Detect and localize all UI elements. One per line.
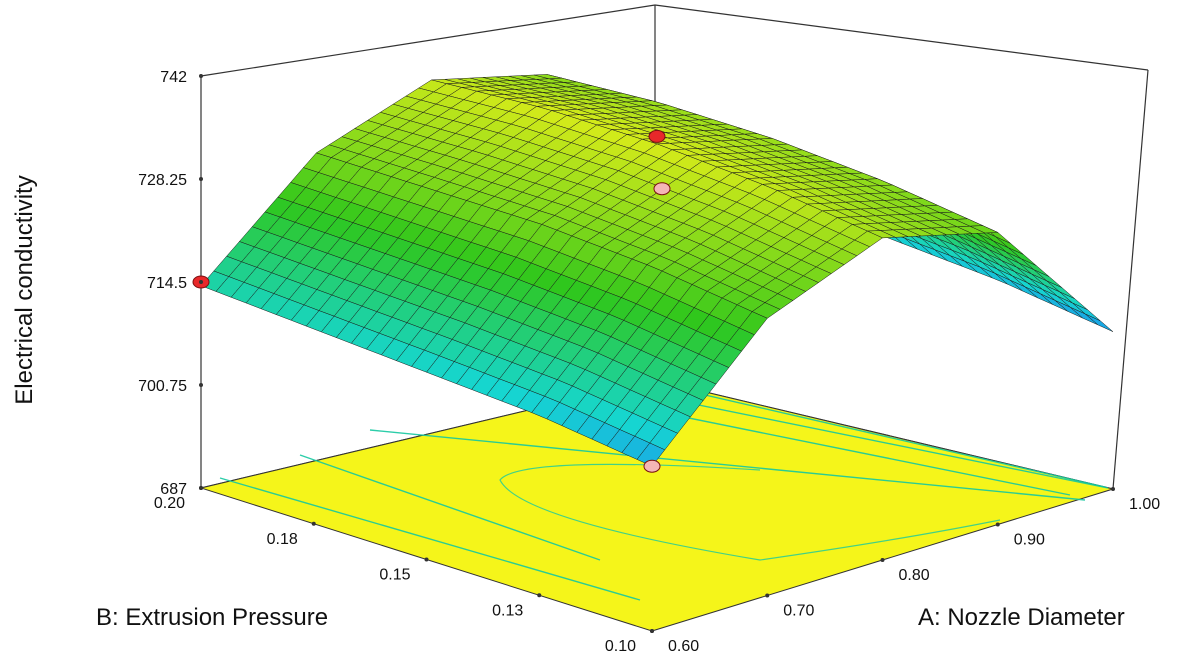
frame-edge-top-right: [654, 4, 1149, 71]
z-tick-mark: [199, 177, 203, 181]
x-tick-mark: [650, 629, 654, 633]
contour-line: [639, 379, 1106, 488]
y-tick-mark: [424, 557, 429, 562]
y-tick-label: 0.13: [492, 602, 523, 619]
x-tick-mark: [765, 593, 770, 598]
contour-ellipse: [499, 463, 1001, 561]
x-tick-label: 0.90: [1014, 532, 1045, 549]
design-point: [653, 182, 671, 196]
z-tick-mark: [199, 383, 203, 387]
frame-edge-top-left: [200, 4, 656, 77]
x-tick-mark: [1111, 487, 1115, 491]
z-tick-label: 728.25: [138, 172, 187, 189]
design-point: [648, 129, 666, 143]
z-tick-mark: [199, 74, 203, 78]
x-tick-label: 0.60: [668, 638, 699, 654]
x-tick-mark: [995, 522, 1000, 527]
y-tick-mark: [199, 486, 203, 490]
z-tick-label: 714.5: [147, 275, 187, 292]
frame-edge-right-vertical: [1112, 69, 1149, 490]
contour-line: [299, 454, 601, 561]
y-axis-title: B: Extrusion Pressure: [96, 604, 328, 631]
axis-ticks: 687 700.75 714.5 728.25 742 0.10 0.13 0.15 0.18 0…: [138, 69, 1160, 654]
y-tick-mark: [311, 521, 316, 526]
response-surface: [200, 74, 1114, 467]
x-tick-mark: [880, 558, 885, 562]
contour-line: [219, 477, 641, 601]
contour-line: [369, 429, 1086, 501]
x-tick-label: 0.80: [899, 567, 930, 584]
y-tick-label: 0.20: [154, 495, 185, 512]
design-points: [192, 129, 671, 473]
surface-cell: [1085, 313, 1114, 332]
design-point: [643, 459, 661, 473]
y-tick-mark: [537, 593, 542, 598]
x-tick-label: 0.70: [783, 603, 814, 620]
y-tick-label: 0.15: [379, 567, 410, 584]
z-tick-mark: [199, 280, 203, 284]
x-axis-title: A: Nozzle Diameter: [918, 604, 1125, 631]
x-tick-label: 1.00: [1129, 496, 1160, 513]
surface-cell: [636, 442, 666, 467]
z-tick-label: 687: [160, 481, 187, 498]
z-tick-label: 700.75: [138, 378, 187, 395]
y-tick-label: 0.10: [605, 638, 636, 654]
z-tick-label: 742: [160, 69, 187, 86]
z-axis-title: Electrical conductivity: [11, 175, 38, 404]
y-tick-label: 0.18: [267, 531, 298, 548]
